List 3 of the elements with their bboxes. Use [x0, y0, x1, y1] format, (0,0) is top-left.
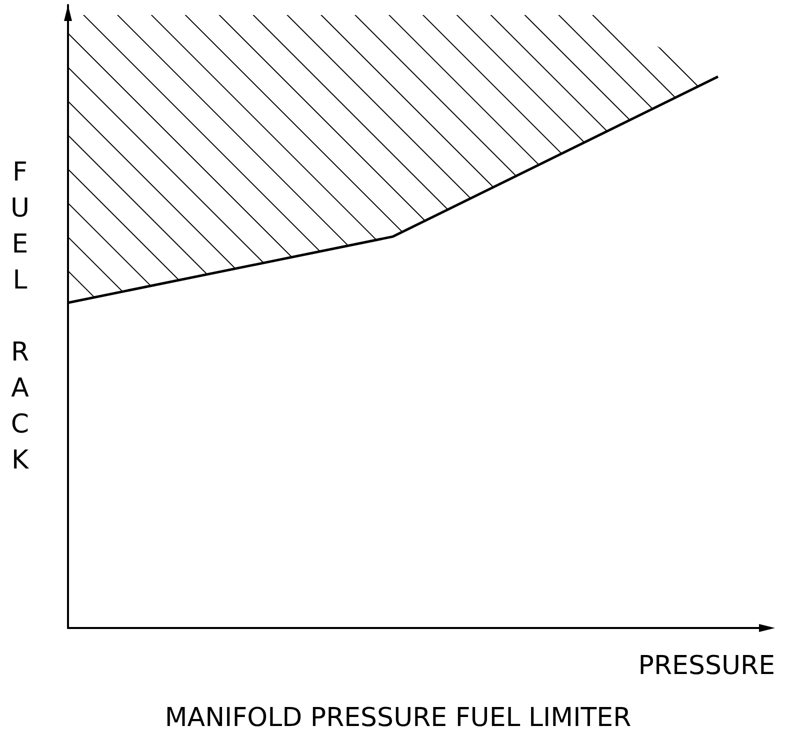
- text: MANIFOLD PRESSURE FUEL LIMITER: [164, 703, 632, 733]
- x-axis-title: PRESSURE: [638, 651, 775, 681]
- text: FUEL RACK: [10, 158, 30, 476]
